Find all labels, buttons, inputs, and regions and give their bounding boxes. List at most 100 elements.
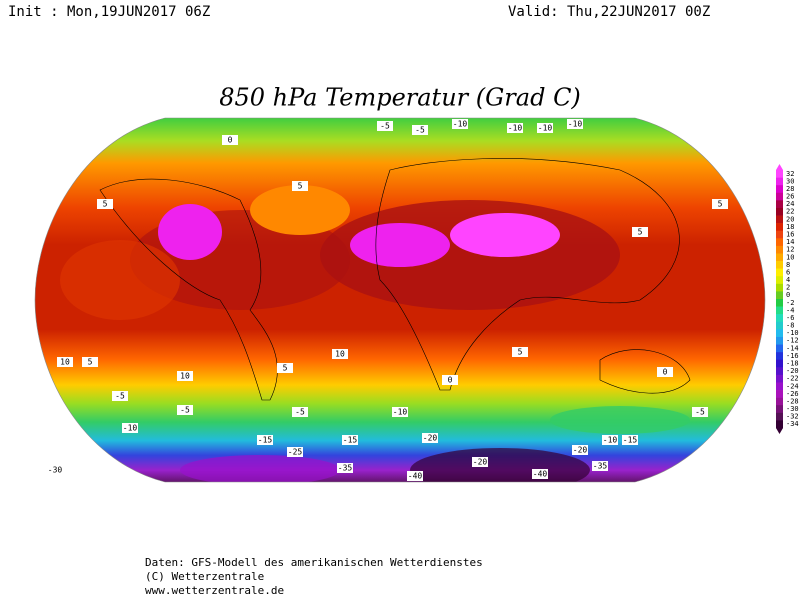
colorbar-label: 32	[786, 170, 794, 178]
contour-label: -35	[593, 462, 608, 471]
colorbar: 32302826242220181614121086420-2-4-6-8-10…	[776, 164, 799, 434]
colorbar-label: 8	[786, 261, 790, 269]
colorbar-swatch	[776, 207, 783, 216]
contour-label-box	[472, 457, 488, 467]
colorbar-swatch	[776, 299, 783, 307]
colorbar-swatch	[776, 390, 783, 398]
colorbar-swatch	[776, 253, 783, 262]
colorbar-swatch	[776, 374, 783, 383]
contour-label: -10	[453, 120, 468, 129]
colorbar-label: 12	[786, 246, 794, 254]
colorbar-swatch	[776, 382, 783, 391]
colorbar-label: 2	[786, 284, 790, 292]
contour-label: -10	[393, 408, 408, 417]
contour-label-box	[602, 435, 618, 445]
contour-label-box	[532, 469, 548, 479]
contour-label-box	[407, 471, 423, 481]
contour-label-box	[537, 123, 553, 133]
map-outline	[34, 117, 766, 483]
colorbar-label: -2	[786, 299, 794, 307]
colorbar-label: -34	[786, 420, 799, 428]
colorbar-label: 6	[786, 268, 790, 276]
colorbar-swatch	[776, 420, 783, 429]
contour-label-box	[592, 461, 608, 471]
footer-url: www.wetterzentrale.de	[145, 584, 284, 597]
contour-label: 10	[335, 350, 345, 359]
colorbar-label: -14	[786, 344, 799, 352]
contour-label-box	[257, 435, 273, 445]
colorbar-swatch	[776, 223, 783, 232]
contour-label-box	[452, 119, 468, 129]
contour-label: -5	[415, 126, 425, 135]
colorbar-label: -28	[786, 397, 799, 405]
colorbar-cap	[776, 428, 783, 434]
contour-label: -5	[380, 122, 390, 131]
colorbar-label: -10	[786, 329, 799, 337]
contour-label-box	[377, 121, 393, 131]
contour-label-box	[337, 463, 353, 473]
contour-label: -10	[123, 424, 138, 433]
colorbar-label: -20	[786, 367, 799, 375]
contour-label: -20	[423, 434, 438, 443]
colorbar-label: 18	[786, 223, 794, 231]
colorbar-label: 20	[786, 215, 794, 223]
contour-label-box	[512, 347, 528, 357]
contour-label-box	[392, 407, 408, 417]
colorbar-swatch	[776, 412, 783, 421]
colorbar-swatch	[776, 344, 783, 353]
contour-label: 5	[88, 358, 93, 367]
contour-label: -10	[603, 436, 618, 445]
colorbar-label: 30	[786, 177, 794, 185]
contour-label-box	[657, 367, 673, 377]
colorbar-swatch	[776, 329, 783, 338]
contour-label: -25	[288, 448, 303, 457]
contour-label: 5	[638, 228, 643, 237]
contour-labels: -5 -5 -10 -10 -10 -10 5 0 5 5 5 10 10 10 5 5 0 5 -5 -5 -10 -1…	[47, 119, 728, 481]
colorbar-label: -4	[786, 306, 794, 314]
colorbar-label: 14	[786, 238, 794, 246]
contour-label: -10	[538, 124, 553, 133]
contour-label: -15	[623, 436, 638, 445]
contour-label-box	[692, 407, 708, 417]
contour-label-box	[47, 465, 63, 475]
contour-label: 5	[283, 364, 288, 373]
colorbar-label: 16	[786, 231, 794, 239]
colorbar-swatch	[776, 405, 783, 414]
contour-label: -10	[508, 124, 523, 133]
colorbar-label: -16	[786, 352, 799, 360]
contour-label-box	[712, 199, 728, 209]
colorbar-swatch	[776, 185, 783, 194]
colorbar-swatch	[776, 291, 783, 300]
contour-label: -5	[180, 406, 190, 415]
contour-label: 5	[518, 348, 523, 357]
colorbar-label: -8	[786, 322, 794, 330]
colorbar-label: 4	[786, 276, 790, 284]
colorbar-swatch	[776, 177, 783, 186]
contour-label-box	[82, 357, 98, 367]
colorbar-swatch	[776, 314, 783, 323]
colorbar-label: 10	[786, 253, 794, 261]
colorbar-swatch	[776, 321, 783, 330]
colorbar-swatch	[776, 230, 783, 239]
contour-label: -40	[533, 470, 548, 479]
contour-label-box	[632, 227, 648, 237]
colorbar-swatch	[776, 245, 783, 254]
colorbar-swatch	[776, 336, 783, 345]
contour-label-box	[422, 433, 438, 443]
colorbar-label: -32	[786, 413, 799, 421]
contour-label: 10	[60, 358, 70, 367]
colorbar-swatch	[776, 397, 783, 406]
temperature-field	[35, 118, 765, 482]
colorbar-swatch	[776, 283, 783, 292]
footer-copyright: (C) Wetterzentrale	[145, 570, 264, 583]
contour-label: 0	[448, 376, 453, 385]
colorbar-label: -6	[786, 314, 794, 322]
colorbar-label: 0	[786, 291, 790, 299]
colorbar-label: 28	[786, 185, 794, 193]
contour-label: 5	[718, 200, 723, 209]
contour-label: -10	[568, 120, 583, 129]
colorbar-swatch	[776, 170, 783, 178]
colorbar-swatch	[776, 200, 783, 209]
colorbar-swatch	[776, 268, 783, 277]
colorbar-label: -12	[786, 337, 799, 345]
